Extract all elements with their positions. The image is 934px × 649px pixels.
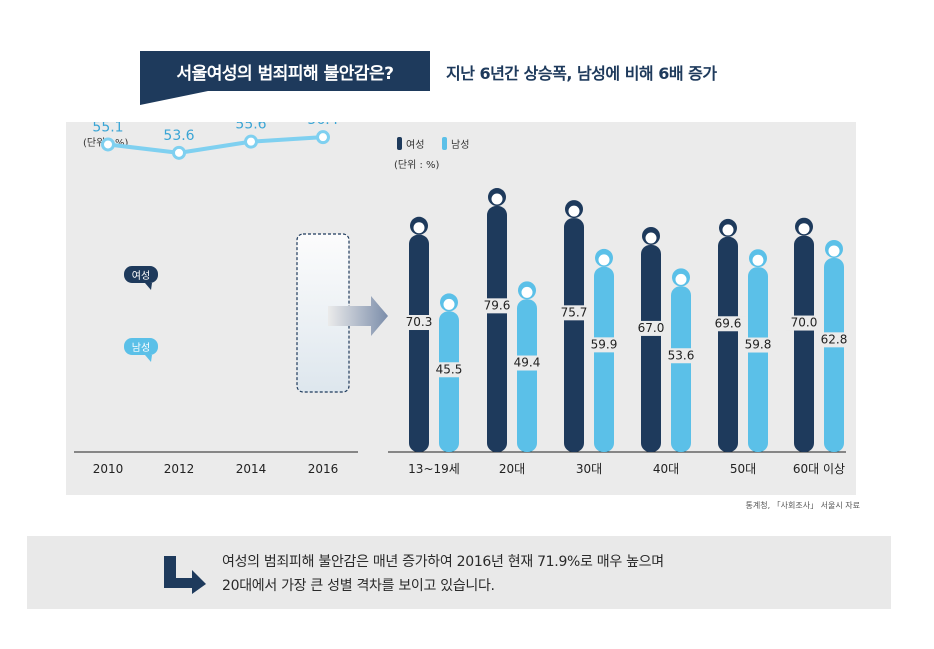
legend-label-male: 남성 [451, 139, 469, 151]
person-face-female-50대 [722, 224, 734, 236]
value-label-male-50대: 59.8 [745, 338, 772, 352]
bar-male-13~19세 [439, 311, 459, 452]
bar-male-40대 [671, 286, 691, 452]
x-tick-2014: 2014 [236, 462, 267, 476]
label-bg-female-40대 [633, 320, 669, 336]
person-face-male-20대 [521, 286, 533, 298]
category-label-30대: 30대 [576, 462, 602, 476]
x-tick-2010: 2010 [93, 462, 124, 476]
value-label-female-40대: 67.0 [638, 321, 665, 335]
value-label-male-30대: 59.9 [591, 337, 618, 351]
value-label-남성-2014: 55.6 [235, 122, 266, 133]
person-face-female-20대 [491, 193, 503, 205]
chart-panel: (단위 : %)201020122014201664.364.268.671.9… [66, 122, 856, 495]
person-face-female-60대 이상 [798, 223, 810, 235]
bar-female-40대 [641, 244, 661, 452]
chart-subtitle: 지난 6년간 상승폭, 남성에 비해 6배 증가 [446, 64, 717, 83]
x-tick-2012: 2012 [164, 462, 195, 476]
bar-male-50대 [748, 267, 768, 452]
person-face-female-13~19세 [413, 222, 425, 234]
label-bg-female-50대 [710, 316, 746, 332]
source-note: 통계청, 「사회조사」 서울시 자료 [745, 501, 861, 510]
series-bubble-tail-여성 [145, 283, 152, 290]
person-face-female-30대 [568, 205, 580, 217]
point-남성-2016 [316, 130, 330, 145]
series-bubble-label-남성: 남성 [132, 342, 150, 354]
chart-title: 서울여성의 범죄피해 불안감은? [140, 51, 430, 91]
bar-male-30대 [594, 266, 614, 452]
person-face-male-50대 [752, 254, 764, 266]
person-face-male-13~19세 [443, 298, 455, 310]
summary-line-2: 20대에서 가장 큰 성별 격차를 보이고 있습니다. [222, 578, 495, 594]
legend-swatch-male [442, 137, 447, 150]
summary-line-1: 여성의 범죄피해 불안감은 매년 증가하여 2016년 현재 71.9%로 매우… [222, 554, 664, 570]
category-label-50대: 50대 [730, 462, 756, 476]
point-남성-2012 [172, 145, 186, 160]
bar-male-20대 [517, 299, 537, 452]
transition-arrow-icon [328, 296, 388, 336]
label-bg-male-40대 [663, 348, 699, 364]
value-label-female-60대 이상: 70.0 [791, 316, 818, 330]
value-label-female-50대: 69.6 [715, 316, 742, 330]
bent-arrow-icon [164, 556, 206, 594]
value-label-male-20대: 49.4 [514, 356, 541, 370]
label-bg-female-60대 이상 [786, 315, 822, 331]
category-label-13~19세: 13~19세 [408, 462, 460, 476]
series-bubble-여성 [124, 266, 158, 283]
value-label-male-13~19세: 45.5 [436, 362, 463, 376]
legend-swatch-female [397, 137, 402, 150]
value-label-female-30대: 75.7 [561, 305, 588, 319]
bar-female-13~19세 [409, 234, 429, 452]
category-label-20대: 20대 [499, 462, 525, 476]
person-face-male-40대 [675, 273, 687, 285]
person-face-male-60대 이상 [828, 245, 840, 257]
line-series-남성 [107, 135, 324, 155]
chart-canvas: (단위 : %)201020122014201664.364.268.671.9… [74, 122, 852, 476]
label-bg-female-30대 [556, 305, 592, 321]
category-label-40대: 40대 [653, 462, 679, 476]
value-label-female-13~19세: 70.3 [406, 315, 433, 329]
series-bubble-tail-남성 [145, 355, 152, 362]
label-bg-male-60대 이상 [816, 332, 852, 348]
label-bg-male-30대 [586, 337, 622, 353]
title-tail-decoration [140, 91, 208, 105]
point-남성-2010 [101, 137, 115, 152]
label-bg-male-13~19세 [431, 362, 467, 378]
bar-female-20대 [487, 206, 507, 452]
bar-female-50대 [718, 236, 738, 452]
person-face-female-40대 [645, 232, 657, 244]
category-label-60대 이상: 60대 이상 [793, 462, 845, 476]
bar-female-60대 이상 [794, 235, 814, 452]
bar-female-30대 [564, 218, 584, 452]
series-bubble-남성 [124, 338, 158, 355]
value-label-남성-2010: 55.1 [92, 122, 123, 135]
label-bg-female-20대 [479, 298, 515, 314]
value-label-female-20대: 79.6 [484, 298, 511, 312]
value-label-남성-2012: 53.6 [163, 128, 194, 144]
value-label-male-60대 이상: 62.8 [821, 332, 848, 346]
summary-box: 여성의 범죄피해 불안감은 매년 증가하여 2016년 현재 71.9%로 매우… [27, 536, 891, 609]
label-bg-male-20대 [509, 355, 545, 371]
series-bubble-label-여성: 여성 [132, 270, 150, 282]
value-label-male-40대: 53.6 [668, 348, 695, 362]
legend-label-female: 여성 [406, 139, 424, 151]
label-bg-female-13~19세 [401, 315, 437, 331]
label-bg-male-50대 [740, 337, 776, 353]
bar-unit-label: (단위 : %) [394, 158, 440, 171]
x-tick-2016: 2016 [308, 462, 339, 476]
person-face-male-30대 [598, 254, 610, 266]
point-남성-2014 [244, 134, 258, 149]
value-label-남성-2016: 56.4 [307, 122, 338, 128]
bar-male-60대 이상 [824, 257, 844, 452]
